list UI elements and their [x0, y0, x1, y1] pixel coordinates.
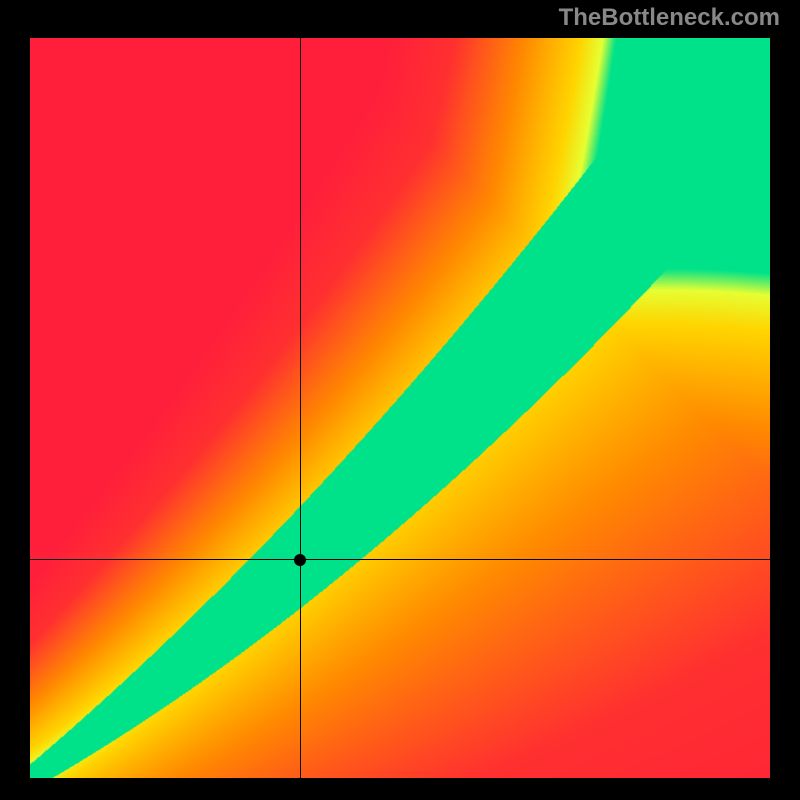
data-point-marker	[294, 554, 306, 566]
crosshair-horizontal	[30, 559, 770, 560]
heatmap-canvas	[30, 38, 770, 778]
watermark-text: TheBottleneck.com	[559, 4, 780, 32]
chart-container: TheBottleneck.com	[0, 0, 800, 800]
crosshair-vertical	[300, 38, 301, 778]
plot-area	[30, 38, 770, 778]
